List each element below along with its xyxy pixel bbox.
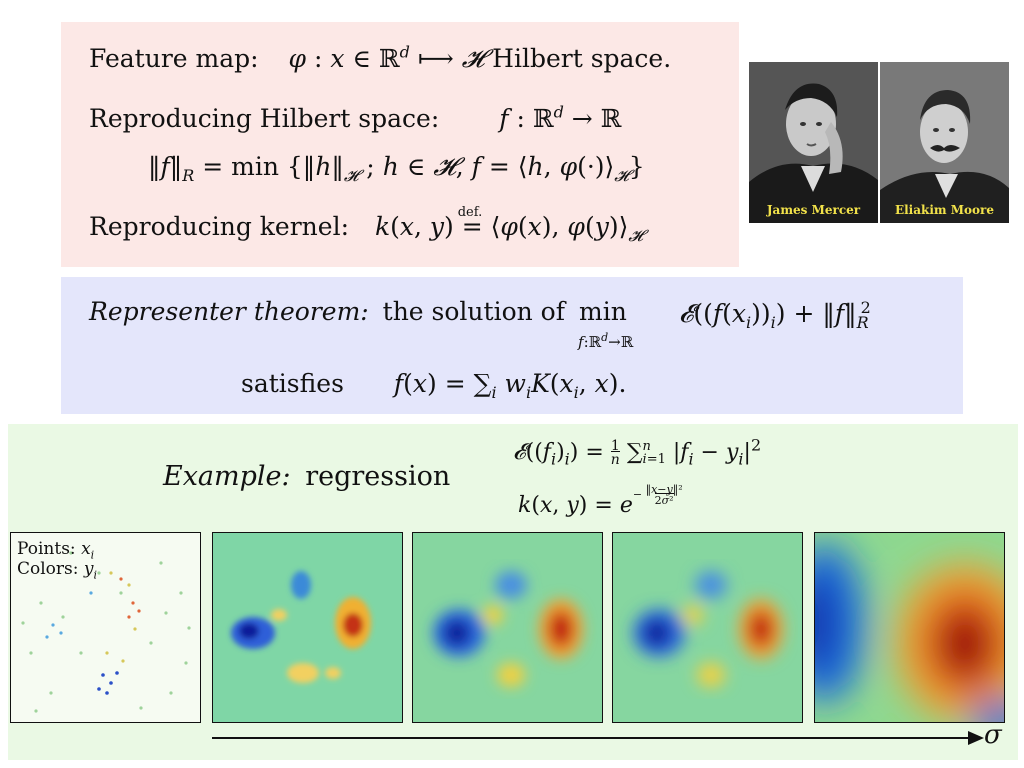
sigma-axis-arrow bbox=[212, 731, 984, 745]
feature-map-label: Feature map: bbox=[89, 44, 259, 73]
gaussian-kernel-formula: k(x, y) = e− ‖x−y‖² 2σ² bbox=[518, 483, 683, 518]
min-subscript: f:ℝd→ℝ bbox=[578, 331, 634, 351]
min-operator: min bbox=[579, 297, 627, 326]
points-legend: Points: xi bbox=[17, 539, 95, 562]
portrait-caption: James Mercer bbox=[766, 203, 861, 217]
colors-legend: Colors: yi bbox=[17, 559, 98, 582]
definitions-box: Feature map: φ : x ∈ ℝd ⟼ 𝓗 Hilbert spac… bbox=[61, 22, 739, 267]
example-word: regression bbox=[305, 461, 451, 492]
kernel-line: Reproducing kernel: k(x, y) = def. ⟨φ(x),… bbox=[89, 205, 643, 244]
portrait-eliakim-moore: Eliakim Moore bbox=[880, 62, 1009, 223]
points-label: Points: bbox=[17, 539, 76, 559]
representer-text: the solution of bbox=[382, 297, 565, 326]
panel-points: Points: xi Colors: yi bbox=[10, 532, 201, 723]
norm-definition: ‖f‖R = min {‖h‖𝓗 ; h ∈ 𝓗, f = ⟨h, φ(·)⟩𝓗… bbox=[148, 152, 645, 185]
objective-expression: 𝓔((f(xi))i) + ‖f‖R2 bbox=[679, 297, 871, 332]
satisfies-text: satisfies bbox=[241, 369, 344, 398]
panel-sigma-medium bbox=[412, 532, 603, 723]
portrait-james-mercer: James Mercer bbox=[749, 62, 878, 223]
panel-sigma-large bbox=[612, 532, 803, 723]
feature-map-line: Feature map: φ : x ∈ ℝd ⟼ 𝓗 Hilbert spac… bbox=[89, 42, 672, 73]
portrait-caption: Eliakim Moore bbox=[894, 203, 995, 217]
def-mark: def. bbox=[457, 205, 483, 220]
reproducing-space-line: Reproducing Hilbert space: f : ℝd → ℝ bbox=[89, 102, 622, 133]
hilbert-space-text: Hilbert space. bbox=[492, 44, 672, 73]
colors-label: Colors: bbox=[17, 559, 79, 579]
satisfies-line: satisfies f(x) = ∑i wiK(xi, x). bbox=[241, 369, 627, 402]
example-heading: Example: regression bbox=[163, 462, 450, 492]
kernel-label: Reproducing kernel: bbox=[89, 212, 349, 241]
sigma-label: σ bbox=[984, 720, 1002, 750]
panel-sigma-small bbox=[212, 532, 403, 723]
reproducing-space-label: Reproducing Hilbert space: bbox=[89, 104, 440, 133]
scatter-plot bbox=[21, 551, 191, 713]
representer-line: Representer theorem: the solution of bbox=[89, 297, 565, 327]
panel-sigma-largest bbox=[814, 532, 1005, 723]
example-title: Example: bbox=[163, 461, 291, 492]
representer-box: Representer theorem: the solution of min… bbox=[61, 277, 963, 414]
representer-title: Representer theorem: bbox=[89, 297, 369, 326]
